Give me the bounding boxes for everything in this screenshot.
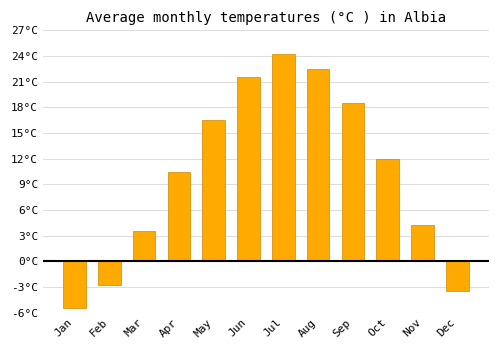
Bar [272, 54, 294, 261]
Bar [237, 77, 260, 261]
Bar [63, 261, 86, 308]
Bar [202, 120, 225, 261]
Bar [376, 159, 399, 261]
Bar [307, 69, 330, 261]
Bar [342, 103, 364, 261]
Title: Average monthly temperatures (°C ) in Albia: Average monthly temperatures (°C ) in Al… [86, 11, 446, 25]
Bar [133, 231, 156, 261]
Bar [98, 261, 120, 285]
Bar [411, 225, 434, 261]
Bar [446, 261, 468, 291]
Bar [168, 172, 190, 261]
